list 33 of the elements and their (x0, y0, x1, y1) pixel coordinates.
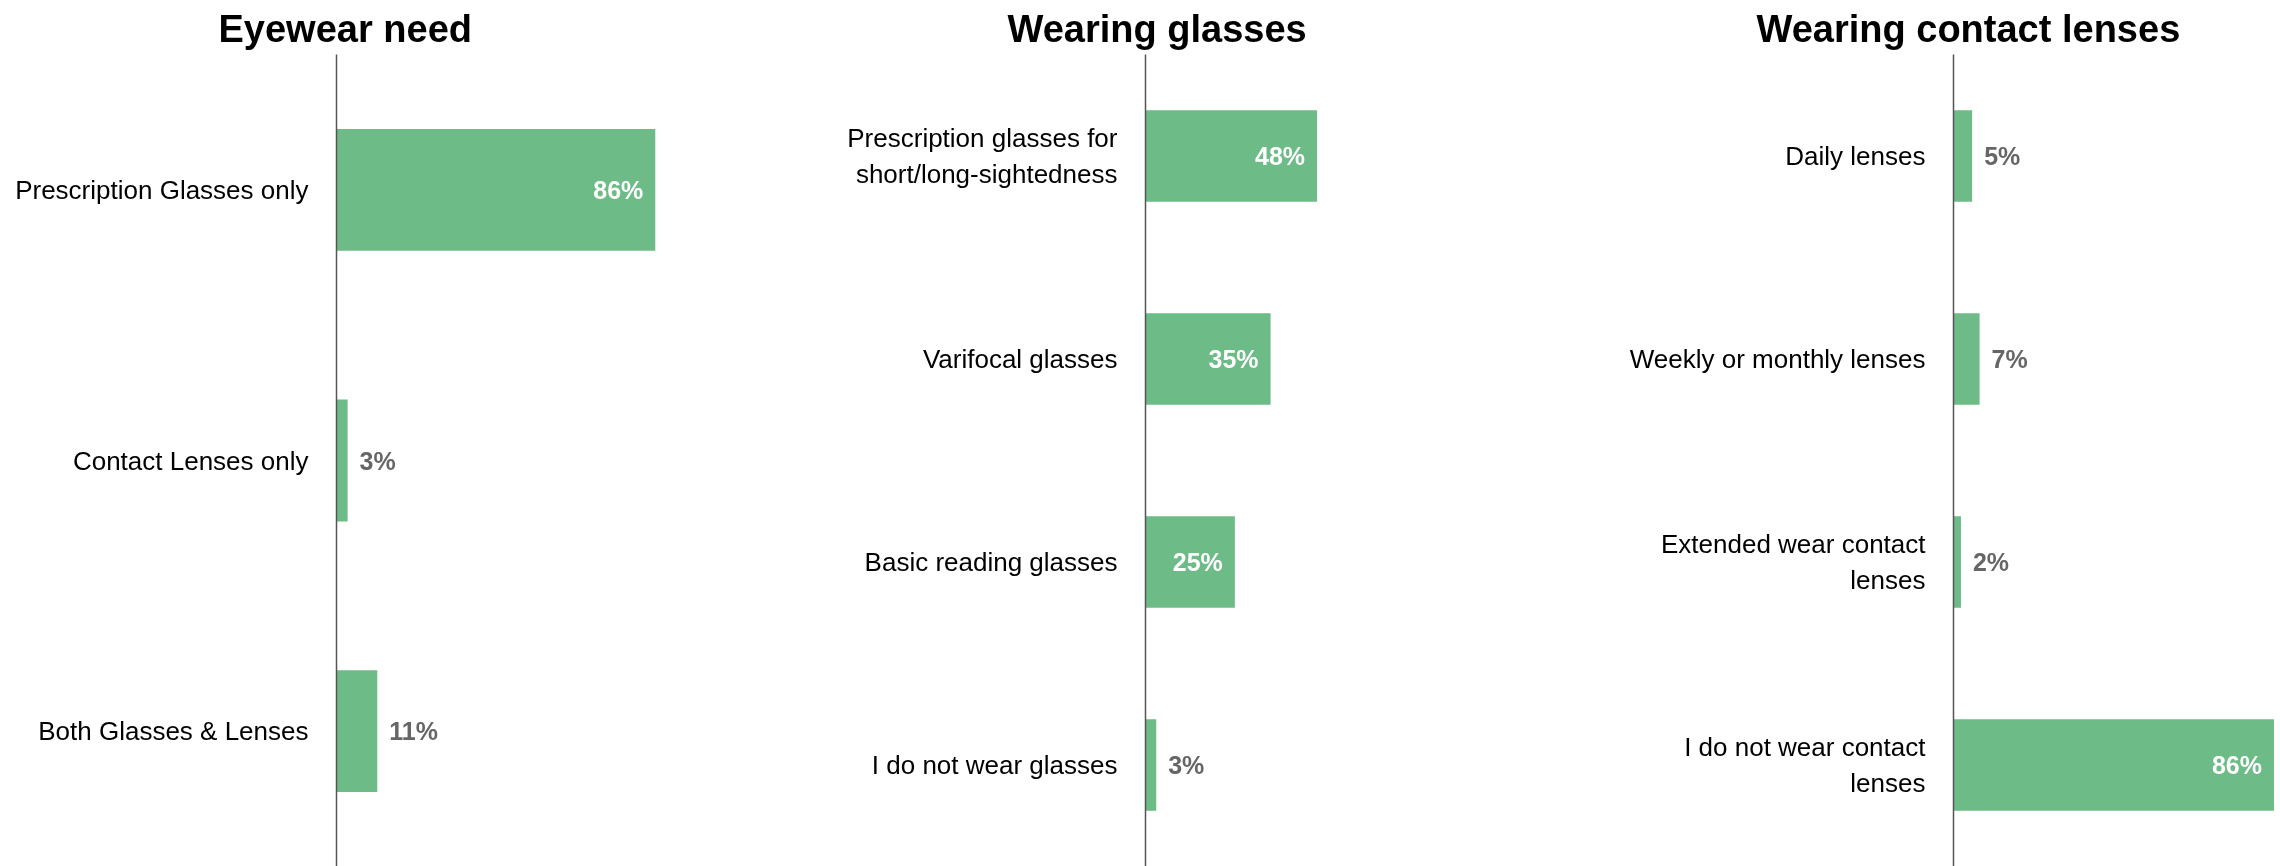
chart-title: Wearing contact lenses (1756, 7, 2181, 50)
y-tick-label: Extended wear contact lenses (1661, 529, 1927, 595)
bar (1953, 719, 2274, 811)
data-label: 7% (1991, 345, 2028, 373)
bar (1953, 110, 1973, 202)
y-tick-label: Prescription Glasses only (15, 174, 309, 205)
data-label: 2% (1972, 548, 2010, 576)
y-tick-label: Basic reading glasses (864, 547, 1118, 577)
y-tick-label: Contact Lenses only (72, 445, 309, 476)
chart-title: Wearing glasses (1007, 7, 1307, 50)
y-tick-label: Weekly or monthly lenses (1629, 344, 1926, 374)
data-label: 48% (1255, 142, 1306, 170)
data-label: 35% (1208, 345, 1259, 373)
y-tick-label: I do not wear glasses (871, 750, 1118, 780)
y-tick-label: Prescription glasses for short/long-sightedness (847, 123, 1118, 189)
y-tick-label: Both Glasses & Lenses (38, 716, 309, 747)
data-label: 5% (1984, 142, 2021, 170)
data-label: 3% (1168, 751, 1205, 779)
bar (1953, 516, 1961, 608)
bar (1145, 110, 1318, 202)
bar (1953, 313, 1980, 405)
bar (1145, 313, 1271, 405)
y-tick-label: Varifocal glasses (922, 344, 1118, 374)
y-tick-label: Daily lenses (1785, 141, 1926, 171)
y-tick-label: I do not wear contact lenses (1684, 732, 1927, 798)
data-label: 86% (593, 175, 644, 204)
data-label: 25% (1172, 548, 1223, 576)
bar (1145, 516, 1235, 608)
data-label: 3% (359, 446, 396, 475)
bar (1145, 719, 1157, 811)
chart-title: Eyewear need (218, 7, 472, 50)
data-label: 86% (2211, 751, 2262, 779)
data-label: 11% (389, 717, 438, 746)
